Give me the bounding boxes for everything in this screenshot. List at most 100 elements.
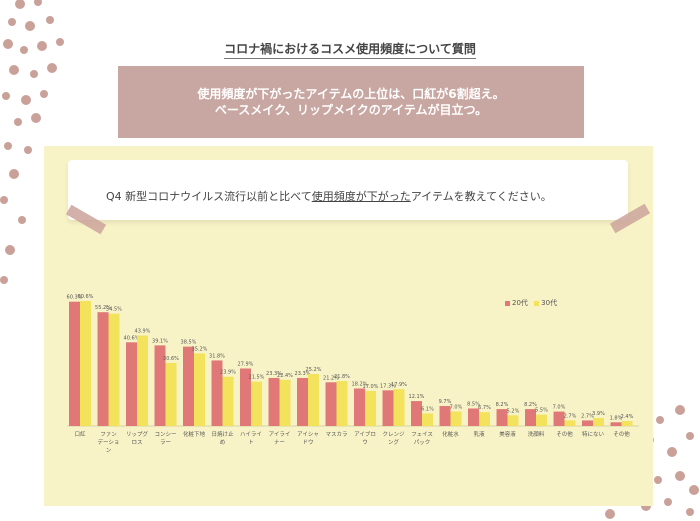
- bar-20s: [525, 409, 536, 426]
- bar-20s: [69, 301, 80, 426]
- decor-dot: [4, 142, 12, 150]
- bar-30s: [450, 411, 462, 426]
- decor-dot: [18, 216, 26, 224]
- summary-line-2: ベースメイク、リップメイクのアイテムが目立つ。: [214, 103, 488, 117]
- decor-dot: [689, 485, 699, 495]
- data-label: 2.4%: [621, 414, 634, 420]
- chart-legend: 20代 30代: [505, 298, 561, 308]
- category-label: アイライナー: [269, 431, 291, 446]
- decor-dot: [686, 508, 694, 516]
- data-label: 23.3%: [266, 371, 282, 377]
- decor-dot: [654, 476, 662, 484]
- data-label: 35.2%: [192, 346, 208, 352]
- data-label: 43.9%: [135, 328, 151, 334]
- category-label: マスカラ: [325, 431, 347, 438]
- bar-30s: [80, 301, 91, 426]
- data-label: 39.1%: [152, 338, 168, 344]
- category-label: 特にない: [582, 430, 605, 438]
- bar-20s: [582, 420, 593, 426]
- category-label: コンシーラー: [154, 431, 176, 446]
- data-label: 21.5%: [249, 375, 265, 381]
- bar-30s: [194, 353, 205, 426]
- data-label: 1.8%: [610, 415, 623, 421]
- data-label: 7.0%: [553, 405, 566, 411]
- bar-30s: [507, 415, 519, 426]
- data-label: 8.2%: [524, 402, 537, 408]
- decor-dot: [667, 447, 677, 457]
- decor-dot: [686, 432, 694, 440]
- data-label: 5.2%: [507, 408, 520, 414]
- data-label: 9.7%: [439, 399, 452, 405]
- data-label: 55.2%: [95, 305, 111, 311]
- summary-box: 使用頻度が下がったアイテムの上位は、口紅が6割超え。 ベースメイク、リップメイク…: [118, 66, 584, 138]
- decor-dot: [15, 0, 25, 9]
- legend-item-30s: 30代: [534, 298, 557, 308]
- legend-item-20s: 20代: [505, 298, 528, 308]
- category-label: ファンデーション: [98, 431, 120, 454]
- category-label: その他: [613, 430, 630, 438]
- bar-20s: [183, 346, 194, 426]
- bar-30s: [336, 381, 348, 426]
- decor-dot: [605, 509, 615, 519]
- data-label: 3.9%: [592, 411, 605, 417]
- decor-dot: [30, 70, 38, 78]
- category-label: 美容液: [499, 430, 516, 438]
- decor-dot: [46, 16, 54, 24]
- category-label: ハイライト: [240, 431, 262, 446]
- bar-20s: [240, 368, 251, 426]
- bar-chart: 60.3%60.6% 口紅 55.2%54.5% ファンデーション 40.6%43.9%…: [67, 294, 639, 454]
- summary-line-1: 使用頻度が下がったアイテムの上位は、口紅が6割超え。: [197, 87, 505, 101]
- data-label: 8.2%: [496, 402, 509, 408]
- data-label: 6.7%: [478, 405, 491, 411]
- bar-20s: [468, 408, 479, 426]
- bar-30s: [564, 420, 576, 426]
- decor-dot: [0, 196, 8, 204]
- data-label: 17.9%: [391, 382, 407, 388]
- bar-30s: [621, 421, 633, 426]
- data-label: 7.0%: [450, 405, 463, 411]
- bar-20s: [439, 406, 451, 426]
- decor-dot: [14, 118, 22, 126]
- category-label: 化粧下地: [183, 430, 206, 438]
- category-label: クレンジング: [382, 431, 405, 446]
- data-label: 5.5%: [535, 408, 548, 414]
- data-label: 2.7%: [564, 413, 577, 419]
- category-label: フェイスパック: [411, 431, 433, 446]
- question-text: Q4 新型コロナウイルス流行以前と比べて使用頻度が下がったアイテムを教えてくださ…: [106, 190, 552, 203]
- bar-20s: [325, 382, 337, 426]
- page-title: コロナ禍におけるコスメ使用頻度について質問: [0, 40, 700, 59]
- data-label: 30.6%: [163, 356, 179, 362]
- bar-30s: [279, 379, 291, 426]
- data-label: 23.9%: [220, 370, 236, 376]
- category-label: アイシャドウ: [297, 431, 319, 446]
- decor-dot: [9, 65, 19, 75]
- decor-dot: [47, 63, 57, 73]
- bar-30s: [137, 335, 148, 426]
- data-label: 38.5%: [181, 340, 197, 346]
- bar-20s: [610, 422, 622, 426]
- decor-dot: [5, 245, 15, 255]
- bar-20s: [154, 345, 166, 426]
- decor-dot: [40, 90, 48, 98]
- bar-20s: [553, 411, 565, 426]
- category-label: 口紅: [74, 430, 86, 438]
- decor-dot: [664, 498, 672, 506]
- bar-30s: [393, 389, 405, 426]
- bar-30s: [479, 412, 490, 426]
- bar-30s: [536, 414, 547, 426]
- category-label: リップグロス: [126, 430, 149, 446]
- category-label: 洗顔料: [528, 430, 545, 438]
- data-label: 25.2%: [306, 367, 322, 373]
- bar-30s: [251, 381, 262, 426]
- decor-dot: [25, 21, 35, 31]
- bar-30s: [365, 390, 376, 426]
- bar-20s: [211, 360, 223, 426]
- decor-dot: [675, 471, 685, 481]
- decor-dot: [24, 146, 32, 154]
- bar-20s: [297, 377, 308, 426]
- data-label: 17.0%: [363, 384, 379, 390]
- bar-20s: [126, 342, 137, 426]
- bar-30s: [308, 374, 319, 426]
- data-label: 60.6%: [78, 294, 94, 300]
- data-label: 27.9%: [238, 361, 254, 367]
